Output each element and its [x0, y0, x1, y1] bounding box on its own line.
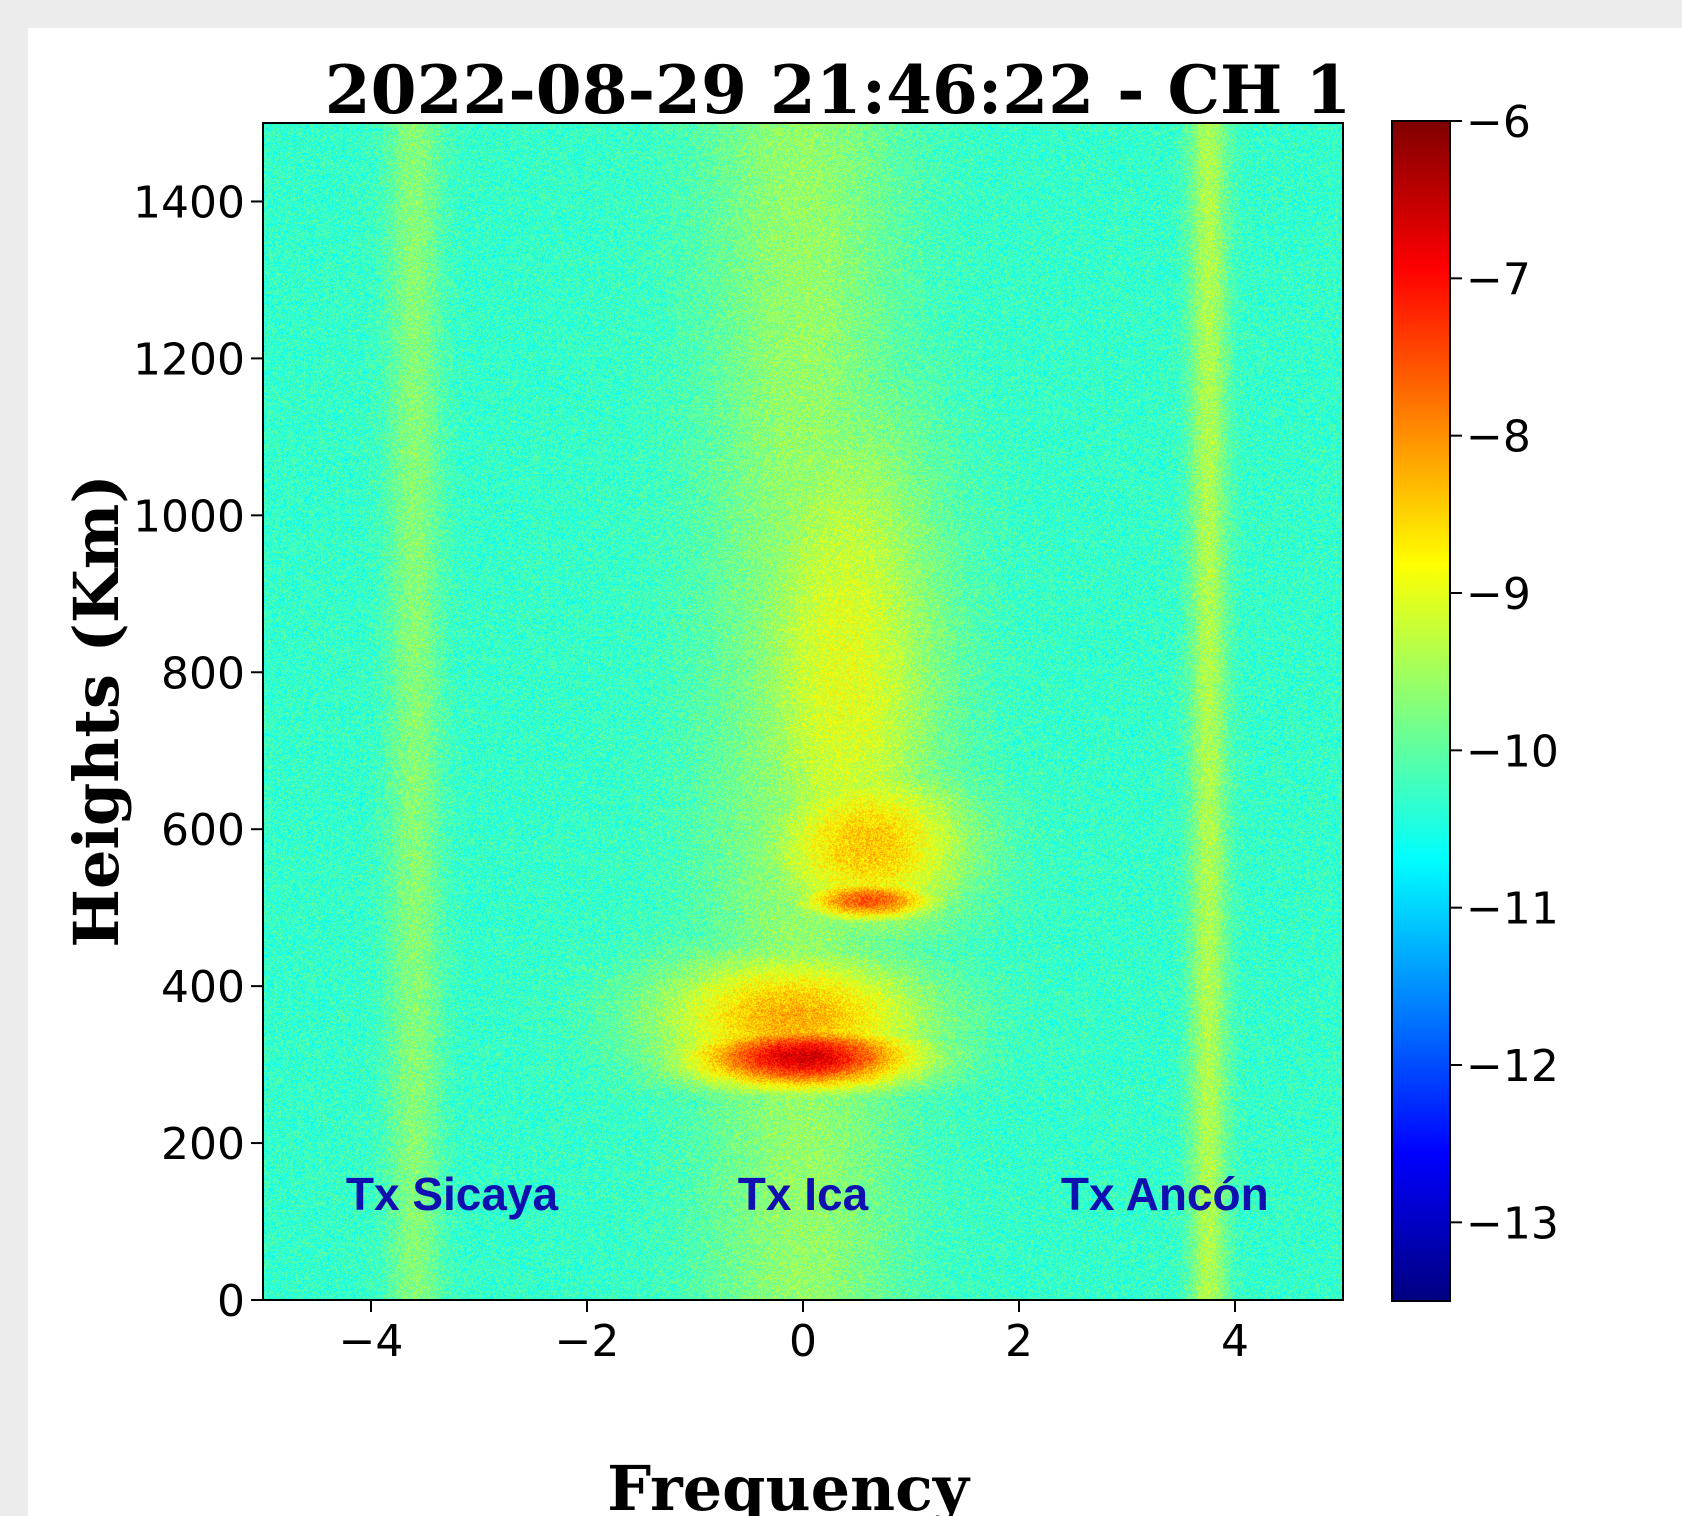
y-tick-label: 1000 [133, 491, 245, 542]
colorbar-ticks: −6 −7 −8 −9 −10 −11 −12 −13 [1450, 97, 1559, 1249]
y-tick-label: 800 [161, 648, 245, 699]
chart-title: 2022-08-29 21:46:22 - CH 1 [325, 51, 1352, 129]
heatmap [263, 123, 1343, 1300]
x-tick-label: 4 [1221, 1316, 1249, 1367]
plot-area-container [263, 123, 1343, 1300]
colorbar-frame [1391, 120, 1451, 1302]
colorbar-tick-label: −12 [1466, 1041, 1559, 1092]
colorbar-tick-label: −9 [1466, 569, 1531, 620]
y-tick-label: 200 [161, 1119, 245, 1170]
y-axis-ticks: 0 200 400 600 800 1000 1200 1400 [133, 177, 263, 1327]
colorbar-tick-label: −7 [1466, 254, 1531, 305]
spectrogram-chart: 2022-08-29 21:46:22 - CH 1 −4 −2 0 2 4 0 200 4… [60, 51, 1559, 1516]
y-tick-label: 0 [217, 1276, 245, 1327]
x-tick-label: −2 [555, 1316, 620, 1367]
transmitter-annotation: Tx Sicaya [346, 1168, 559, 1220]
transmitter-annotation: Tx Ica [738, 1168, 869, 1220]
x-tick-label: 0 [789, 1316, 817, 1367]
colorbar-tick-label: −8 [1466, 412, 1531, 463]
colorbar-tick-label: −11 [1466, 884, 1559, 935]
x-tick-label: −4 [339, 1316, 404, 1367]
x-axis-label: Frequency [607, 1452, 971, 1516]
colorbar-tick-label: −6 [1466, 97, 1531, 148]
y-tick-label: 1200 [133, 334, 245, 385]
colorbar-tick-label: −13 [1466, 1198, 1559, 1249]
x-axis-ticks: −4 −2 0 2 4 [339, 1300, 1249, 1367]
y-axis-label: Heights (Km) [60, 474, 133, 947]
y-tick-label: 1400 [133, 177, 245, 228]
transmitter-annotation: Tx Ancón [1061, 1168, 1269, 1220]
colorbar-tick-label: −10 [1466, 726, 1559, 777]
x-tick-label: 2 [1005, 1316, 1033, 1367]
colorbar [1392, 121, 1450, 1301]
colorbar-container [1392, 121, 1450, 1301]
y-tick-label: 400 [161, 962, 245, 1013]
figure: 2022-08-29 21:46:22 - CH 1 −4 −2 0 2 4 0 200 4… [28, 28, 1682, 1516]
y-tick-label: 600 [161, 805, 245, 856]
annotations: Tx Sicaya Tx Ica Tx Ancón [346, 1168, 1269, 1220]
